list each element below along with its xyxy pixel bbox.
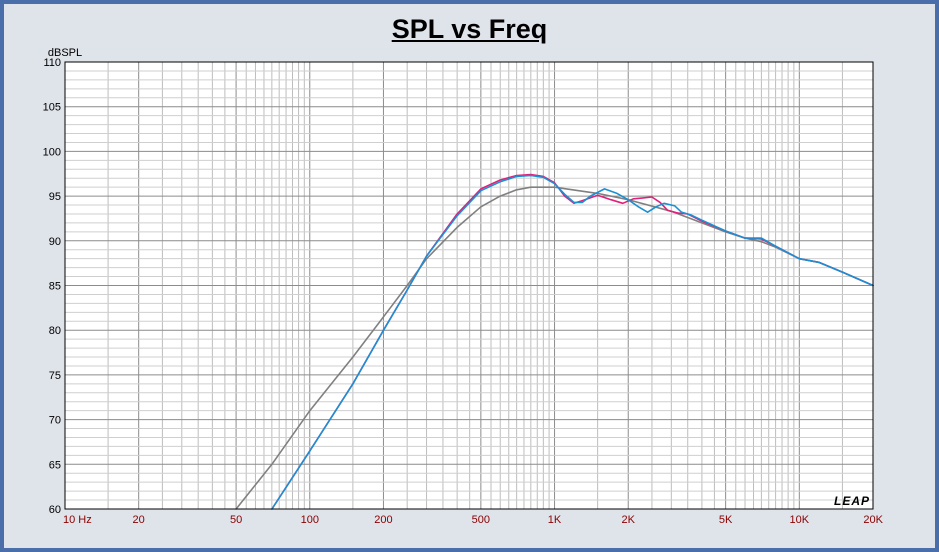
x-tick-label: 1K xyxy=(548,514,562,526)
grid xyxy=(65,62,873,509)
axis-layer: 60 65 70 75 80 85 90 95 100 105 110 10 Hz 20 50 100 200… xyxy=(43,57,884,526)
x-tick-label: 500 xyxy=(472,514,490,526)
y-tick-label: 85 xyxy=(49,281,61,293)
x-tick-label: 10K xyxy=(790,514,810,526)
y-axis-label: dBSPL xyxy=(48,47,82,59)
y-tick-label: 105 xyxy=(43,102,61,114)
x-tick-label: 20 xyxy=(133,514,145,526)
chart-title: SPL vs Freq xyxy=(391,14,548,44)
x-tick-label: 50 xyxy=(230,514,242,526)
x-tick-label: 20K xyxy=(863,514,883,526)
y-tick-label: 110 xyxy=(43,57,61,69)
x-tick-label: 5K xyxy=(719,514,733,526)
x-tick-label: 2K xyxy=(621,514,635,526)
y-tick-label: 70 xyxy=(49,415,61,427)
series-layer xyxy=(235,173,874,510)
x-tick-label: 200 xyxy=(374,514,392,526)
y-tick-label: 100 xyxy=(43,146,61,158)
y-tick-label: 65 xyxy=(49,459,61,471)
x-tick-label: 100 xyxy=(301,514,319,526)
series-line-3 xyxy=(271,174,874,510)
y-tick-label: 60 xyxy=(49,504,61,516)
y-tick-label: 80 xyxy=(49,325,61,337)
plot-border xyxy=(64,61,874,510)
y-tick-label: 90 xyxy=(49,236,61,248)
y-tick-label: 95 xyxy=(49,191,61,203)
y-tick-label: 75 xyxy=(49,370,61,382)
x-tick-label: 10 Hz xyxy=(63,514,92,526)
leap-watermark: LEAP xyxy=(834,494,870,508)
